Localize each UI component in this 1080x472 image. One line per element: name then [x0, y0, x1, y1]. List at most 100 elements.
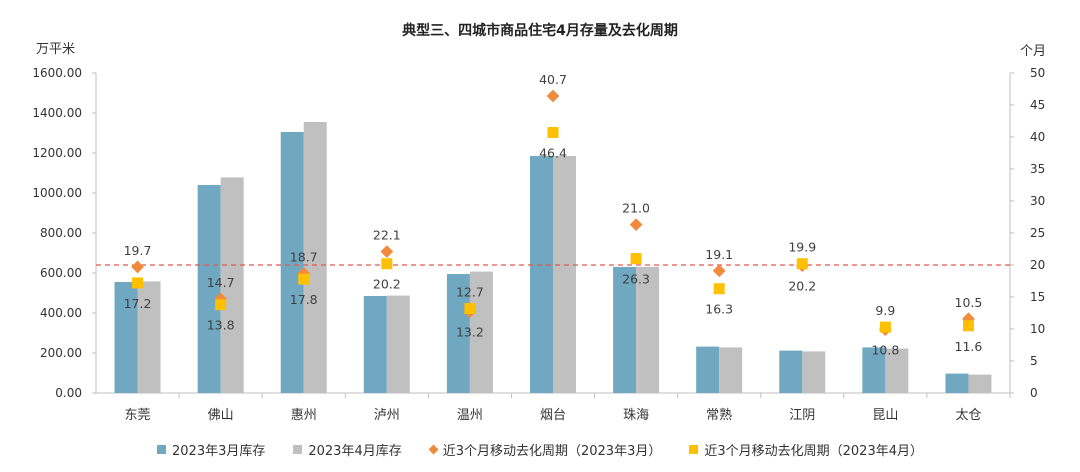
bar-apr-inventory: [719, 347, 743, 393]
y-left-tick-label: 400.00: [40, 306, 82, 320]
data-label-mar-cycle: 22.1: [373, 228, 401, 243]
y-left-tick-label: 1000.00: [32, 186, 82, 200]
x-tick-label: 江阴: [789, 408, 815, 423]
bar-apr-inventory: [553, 156, 576, 393]
chart-canvas: 0.00 200.00 400.00 600.00 800.00 1000.00 1200.…: [32, 66, 1045, 423]
legend-label-apr-inventory: 2023年4月库存: [308, 444, 402, 459]
bar-apr-inventory: [469, 271, 493, 393]
bar-apr-inventory: [636, 267, 660, 393]
legend-swatch-mar-inventory: [157, 445, 166, 454]
y-right-tick-label: 40: [1030, 130, 1045, 144]
data-label-mar-cycle: 40.7: [539, 72, 567, 87]
y-right-tick-label: 45: [1030, 98, 1045, 112]
data-label-apr-cycle: 20.2: [373, 277, 401, 292]
bar-mar-inventory: [530, 156, 553, 393]
y-right-tick-label: 50: [1030, 66, 1045, 80]
y-right-tick-label: 5: [1030, 354, 1038, 368]
bar-mar-inventory: [446, 274, 470, 393]
bar-apr-inventory: [386, 295, 410, 393]
x-tick-label: 太仓: [955, 408, 981, 423]
marker-mar-cycle: [131, 260, 144, 274]
y-right-tick-label: 0: [1030, 386, 1038, 400]
legend-item-apr-inventory: 2023年4月库存: [293, 440, 402, 459]
marker-mar-cycle: [546, 89, 560, 103]
y-right-tick-label: 25: [1030, 226, 1045, 240]
bar-mar-inventory: [862, 347, 886, 393]
legend-item-mar-cycle: 近3个月移动去化周期（2023年3月）: [428, 440, 662, 459]
marker-apr-cycle: [796, 258, 808, 270]
y-right-tick-label: 15: [1030, 290, 1045, 304]
y-left-tick-label: 200.00: [40, 346, 82, 360]
x-tick-label: 昆山: [872, 408, 898, 423]
y-left-tick-label: 1600.00: [32, 66, 82, 80]
bar-mar-inventory: [945, 373, 969, 393]
y-left-tick-label: 600.00: [40, 266, 82, 280]
left-axis-unit: 万平米: [36, 42, 76, 57]
data-label-mar-cycle: 12.7: [456, 285, 484, 300]
y-left-tick-label: 800.00: [40, 226, 82, 240]
legend-label-mar-inventory: 2023年3月库存: [172, 444, 266, 459]
marker-apr-cycle: [547, 127, 559, 139]
y-left-tick-label: 1400.00: [32, 106, 82, 120]
marker-apr-cycle: [215, 299, 227, 311]
data-label-mar-cycle: 14.7: [207, 275, 235, 290]
data-label-mar-cycle: 19.9: [788, 240, 816, 255]
marker-apr-cycle: [879, 321, 891, 333]
marker-apr-cycle: [464, 303, 476, 315]
bar-apr-inventory: [220, 177, 244, 393]
data-label-apr-cycle: 17.2: [124, 296, 152, 311]
marker-apr-cycle: [962, 320, 974, 332]
data-label-mar-cycle: 21.0: [622, 201, 650, 216]
data-label-apr-cycle: 10.8: [871, 343, 899, 358]
legend: 2023年3月库存 2023年4月库存 近3个月移动去化周期（2023年3月） …: [0, 440, 1080, 459]
y-left-tick-label: 1200.00: [32, 146, 82, 160]
x-tick-label: 烟台: [540, 408, 566, 423]
data-label-apr-cycle: 20.2: [788, 279, 816, 294]
data-label-apr-cycle: 46.4: [539, 146, 567, 161]
y-right-tick-label: 20: [1030, 258, 1045, 272]
x-tick-label: 佛山: [208, 408, 234, 423]
marker-apr-cycle: [713, 283, 725, 295]
data-label-apr-cycle: 11.6: [955, 339, 983, 354]
legend-item-apr-cycle: 近3个月移动去化周期（2023年4月）: [689, 440, 923, 459]
marker-mar-cycle: [629, 218, 643, 232]
y-right-tick-label: 10: [1030, 322, 1045, 336]
bar-apr-inventory: [137, 281, 161, 393]
y-left-tick-label: 0.00: [55, 386, 82, 400]
bar-mar-inventory: [779, 350, 803, 393]
data-label-mar-cycle: 18.7: [290, 249, 318, 264]
y-right-tick-label: 35: [1030, 162, 1045, 176]
bar-apr-inventory: [303, 122, 327, 393]
data-label-apr-cycle: 26.3: [622, 272, 650, 287]
marker-apr-cycle: [298, 273, 310, 285]
bar-mar-inventory: [197, 185, 221, 393]
bar-mar-inventory: [696, 346, 720, 393]
legend-label-apr-cycle: 近3个月移动去化周期（2023年4月）: [704, 444, 923, 459]
data-label-apr-cycle: 17.8: [290, 292, 318, 307]
marker-apr-cycle: [132, 277, 144, 289]
right-axis-unit: 个月: [1020, 44, 1047, 59]
legend-label-mar-cycle: 近3个月移动去化周期（2023年3月）: [442, 444, 662, 459]
legend-item-mar-inventory: 2023年3月库存: [157, 440, 265, 459]
x-tick-label: 珠海: [623, 408, 649, 423]
bar-mar-inventory: [114, 282, 138, 393]
bar-apr-inventory: [802, 351, 826, 393]
x-tick-label: 惠州: [291, 408, 317, 423]
bar-apr-inventory: [968, 374, 992, 393]
data-label-mar-cycle: 19.7: [124, 243, 152, 258]
marker-mar-cycle: [380, 245, 394, 258]
data-label-mar-cycle: 10.5: [955, 295, 983, 310]
legend-swatch-apr-inventory: [293, 445, 303, 454]
bar-mar-inventory: [363, 296, 387, 393]
legend-swatch-mar-cycle: [428, 444, 439, 455]
data-label-apr-cycle: 13.2: [456, 325, 484, 340]
x-tick-label: 常熟: [706, 407, 732, 423]
x-tick-label: 东莞: [125, 408, 151, 423]
marker-apr-cycle: [630, 253, 642, 265]
data-label-apr-cycle: 13.8: [207, 318, 235, 333]
bar-mar-inventory: [613, 267, 637, 393]
marker-mar-cycle: [712, 264, 726, 278]
x-tick-label: 泸州: [374, 408, 400, 423]
chart-title: 典型三、四城市商品住宅4月存量及去化周期: [402, 23, 678, 39]
marker-apr-cycle: [381, 258, 393, 270]
